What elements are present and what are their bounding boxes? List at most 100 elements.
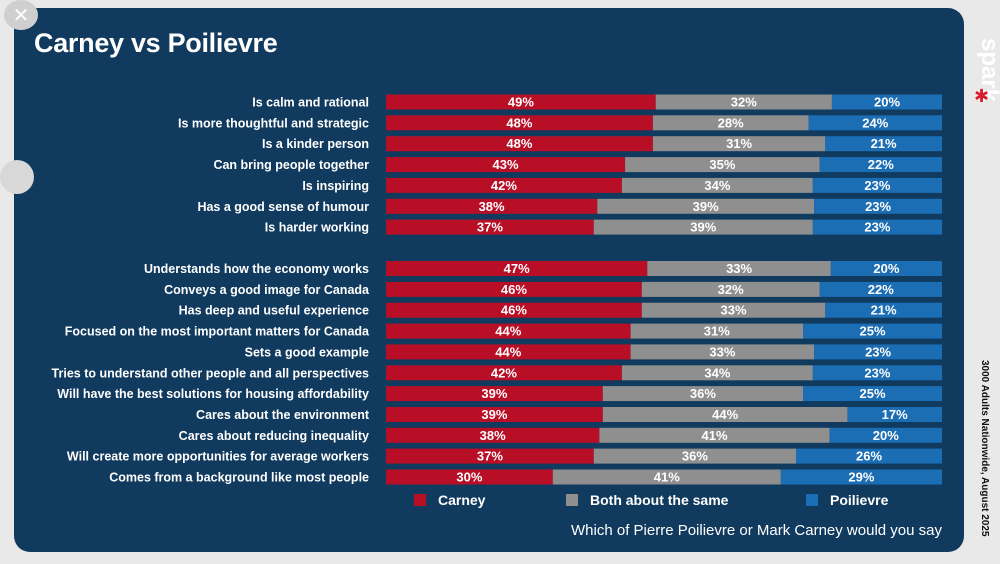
- value-label-poilievre-g1-r10: 29%: [848, 470, 874, 485]
- bar-carney-g1-r2: [386, 302, 642, 318]
- bar-poilievre-g1-r1: [819, 281, 942, 297]
- value-label-carney-g1-r10: 30%: [456, 470, 482, 485]
- legend-label-both: Both about the same: [590, 492, 729, 508]
- bar-poilievre-g0-r4: [812, 177, 942, 193]
- value-label-poilievre-g1-r2: 21%: [871, 303, 897, 318]
- survey-question: Which of Pierre Poilievre or Mark Carney…: [571, 522, 942, 539]
- bar-poilievre-g1-r5: [812, 365, 942, 381]
- legend-item-poilievre: Poilievre: [806, 492, 888, 508]
- bar-carney-g0-r6: [386, 219, 594, 235]
- bar-both-g1-r7: [602, 407, 848, 422]
- value-label-poilievre-g0-r4: 23%: [864, 178, 890, 193]
- bar-carney-g1-r7: [386, 407, 603, 422]
- row-label-g1-r10: Comes from a background like most people: [109, 471, 369, 485]
- value-label-poilievre-g1-r0: 20%: [873, 261, 899, 276]
- legend-swatch-carney: [414, 494, 426, 506]
- bar-both-g1-r6: [602, 386, 803, 402]
- source-note: 3000 Adults Nationwide, August 2025: [979, 360, 990, 537]
- bar-both-g0-r5: [597, 198, 815, 214]
- value-label-carney-g1-r4: 44%: [495, 344, 521, 359]
- value-label-carney-g1-r3: 44%: [495, 324, 521, 339]
- bar-both-g1-r4: [630, 344, 815, 360]
- value-label-poilievre-g1-r8: 20%: [873, 428, 899, 443]
- value-label-poilievre-g0-r0: 20%: [874, 95, 900, 110]
- value-label-carney-g0-r1: 48%: [506, 115, 532, 130]
- legend: Carney Both about the same Poilievre: [414, 492, 944, 512]
- bar-carney-g0-r1: [386, 115, 653, 131]
- value-label-carney-g0-r4: 42%: [491, 178, 517, 193]
- row-label-g0-r6: Is harder working: [265, 221, 369, 235]
- row-label-g1-r6: Will have the best solutions for housing…: [57, 387, 369, 401]
- value-label-both-g1-r10: 41%: [654, 470, 680, 485]
- bar-both-g1-r1: [641, 281, 820, 297]
- brand-logo: spark ✱: [974, 38, 1000, 106]
- bar-both-g1-r9: [593, 448, 796, 464]
- value-label-poilievre-g0-r1: 24%: [862, 115, 888, 130]
- value-label-both-g0-r4: 34%: [704, 178, 730, 193]
- bar-both-g0-r2: [652, 136, 826, 152]
- bar-poilievre-g1-r7: [847, 407, 942, 422]
- row-label-g0-r1: Is more thoughtful and strategic: [178, 116, 369, 130]
- bar-carney-g1-r6: [386, 386, 603, 402]
- bar-poilievre-g1-r6: [803, 386, 942, 402]
- value-label-both-g1-r9: 36%: [682, 449, 708, 464]
- value-label-carney-g0-r2: 48%: [506, 136, 532, 151]
- value-label-poilievre-g1-r6: 25%: [859, 386, 885, 401]
- bar-carney-g0-r3: [386, 157, 626, 173]
- value-label-carney-g1-r2: 46%: [501, 303, 527, 318]
- value-label-poilievre-g1-r4: 23%: [865, 344, 891, 359]
- value-label-both-g0-r1: 28%: [718, 115, 744, 130]
- row-label-g0-r0: Is calm and rational: [252, 96, 369, 110]
- bar-carney-g1-r4: [386, 344, 631, 360]
- value-label-both-g0-r2: 31%: [726, 136, 752, 151]
- value-label-carney-g1-r6: 39%: [481, 386, 507, 401]
- bar-poilievre-g1-r2: [825, 302, 942, 318]
- row-label-g1-r9: Will create more opportunities for avera…: [67, 450, 369, 464]
- bar-poilievre-g0-r1: [808, 115, 942, 131]
- bar-carney-g1-r8: [386, 427, 600, 443]
- value-label-poilievre-g1-r1: 22%: [868, 282, 894, 297]
- value-label-both-g1-r5: 34%: [704, 365, 730, 380]
- side-handle[interactable]: [0, 160, 34, 194]
- close-icon[interactable]: ✕: [4, 0, 38, 30]
- value-label-both-g0-r0: 32%: [731, 95, 757, 110]
- value-label-carney-g1-r8: 38%: [480, 428, 506, 443]
- row-label-g0-r3: Can bring people together: [213, 158, 369, 172]
- value-label-poilievre-g0-r2: 21%: [871, 136, 897, 151]
- bar-both-g0-r6: [593, 219, 813, 235]
- value-label-carney-g1-r1: 46%: [501, 282, 527, 297]
- row-label-g0-r2: Is a kinder person: [262, 137, 369, 151]
- legend-label-poilievre: Poilievre: [830, 492, 889, 508]
- value-label-both-g1-r7: 44%: [712, 407, 738, 422]
- bar-poilievre-g0-r0: [831, 94, 942, 110]
- row-label-g1-r5: Tries to understand other people and all…: [52, 366, 369, 380]
- bar-carney-g1-r5: [386, 365, 622, 381]
- brand-text: spark: [976, 38, 1000, 103]
- bar-carney-g1-r0: [386, 261, 648, 276]
- value-label-both-g1-r1: 32%: [718, 282, 744, 297]
- value-label-both-g1-r2: 33%: [720, 303, 746, 318]
- bar-both-g0-r3: [625, 157, 820, 173]
- row-label-g1-r7: Cares about the environment: [196, 408, 370, 422]
- bar-poilievre-g1-r10: [780, 469, 942, 485]
- bar-both-g1-r10: [552, 469, 781, 485]
- legend-item-both: Both about the same: [566, 492, 728, 508]
- bar-carney-g1-r1: [386, 281, 642, 297]
- value-label-carney-g0-r5: 38%: [479, 199, 505, 214]
- value-label-both-g1-r0: 33%: [726, 261, 752, 276]
- bar-carney-g0-r2: [386, 136, 653, 152]
- value-label-poilievre-g1-r5: 23%: [864, 365, 890, 380]
- bar-poilievre-g1-r8: [829, 427, 942, 443]
- bar-carney-g0-r5: [386, 198, 598, 214]
- bar-poilievre-g0-r6: [812, 219, 942, 235]
- bar-carney-g1-r3: [386, 323, 631, 339]
- row-label-g1-r8: Cares about reducing inequality: [179, 429, 369, 443]
- row-label-g0-r4: Is inspiring: [302, 179, 369, 193]
- value-label-poilievre-g1-r9: 26%: [856, 449, 882, 464]
- value-label-carney-g1-r7: 39%: [481, 407, 507, 422]
- value-label-both-g0-r6: 39%: [690, 220, 716, 235]
- value-label-both-g1-r4: 33%: [709, 344, 735, 359]
- value-label-carney-g1-r5: 42%: [491, 365, 517, 380]
- bar-both-g1-r0: [647, 261, 831, 276]
